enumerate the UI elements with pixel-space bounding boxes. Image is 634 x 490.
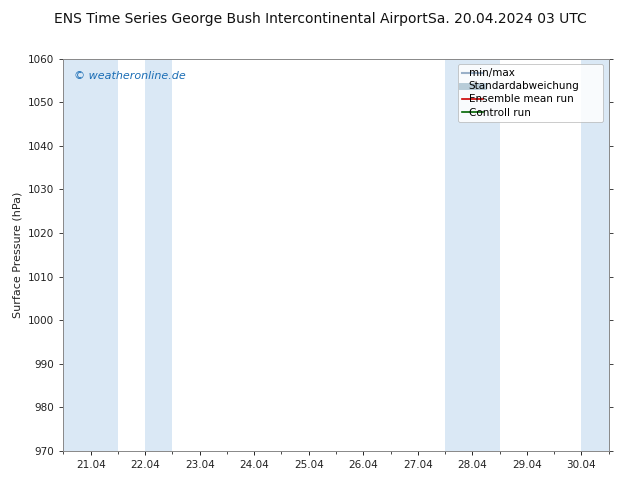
Text: © weatheronline.de: © weatheronline.de bbox=[74, 71, 186, 80]
Y-axis label: Surface Pressure (hPa): Surface Pressure (hPa) bbox=[13, 192, 23, 318]
Bar bbox=[581, 59, 609, 451]
Text: ENS Time Series George Bush Intercontinental Airport: ENS Time Series George Bush Intercontine… bbox=[54, 12, 428, 26]
Legend: min/max, Standardabweichung, Ensemble mean run, Controll run: min/max, Standardabweichung, Ensemble me… bbox=[458, 64, 604, 122]
Bar bbox=[145, 59, 172, 451]
Bar bbox=[63, 59, 118, 451]
Text: Sa. 20.04.2024 03 UTC: Sa. 20.04.2024 03 UTC bbox=[428, 12, 586, 26]
Bar bbox=[445, 59, 500, 451]
